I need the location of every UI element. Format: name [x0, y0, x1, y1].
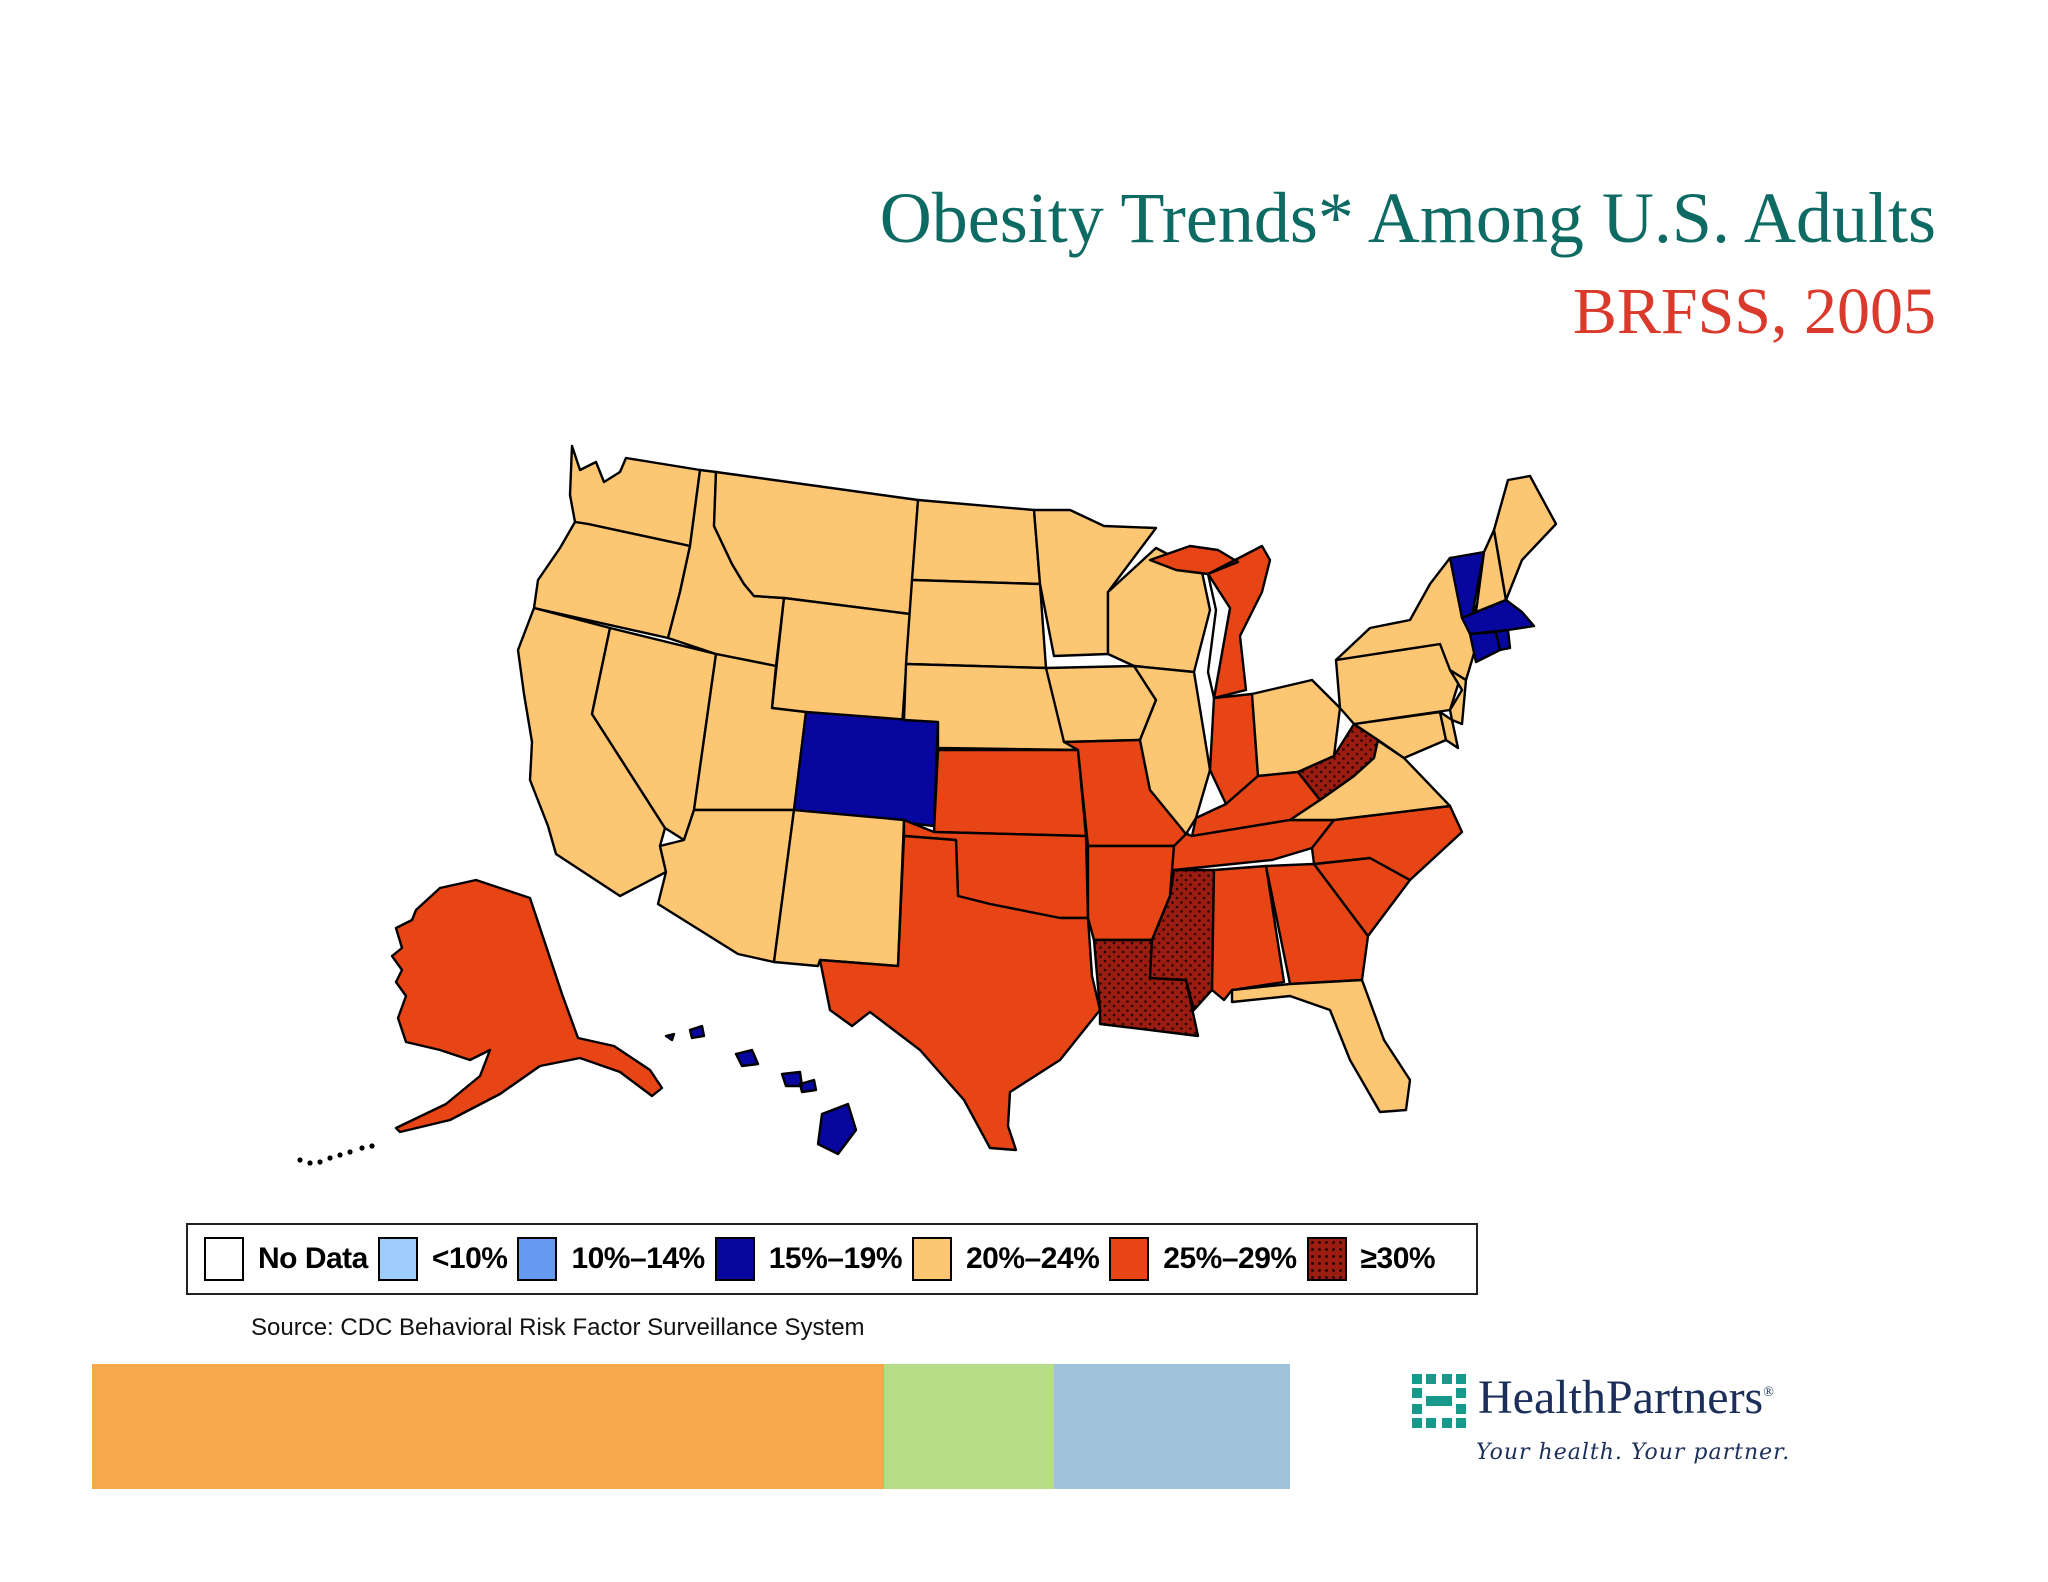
legend-item: ≥30% — [1306, 1237, 1436, 1281]
state-co — [792, 710, 940, 828]
state-ia — [1044, 664, 1158, 744]
legend-label: 20%–24% — [966, 1242, 1100, 1275]
state-tx — [818, 834, 1102, 1152]
state-wy — [770, 596, 912, 728]
legend-label: No Data — [258, 1242, 368, 1275]
legend-swatch — [912, 1237, 952, 1281]
footer-bar-blue — [1054, 1364, 1290, 1489]
aleutian-island — [297, 1157, 303, 1163]
aleutian-island — [347, 1149, 353, 1155]
state-fl — [1230, 978, 1412, 1114]
legend-swatch — [377, 1237, 418, 1281]
lake-michigan — [1206, 572, 1232, 700]
state-de — [1438, 710, 1460, 750]
state-me — [1492, 474, 1558, 602]
state-ga — [1264, 862, 1370, 986]
state-wa — [568, 444, 702, 548]
aleutian-island — [307, 1160, 313, 1166]
legend-label: <10% — [431, 1242, 508, 1275]
aleutian-island — [369, 1143, 375, 1149]
legend-label: 25%–29% — [1163, 1242, 1297, 1275]
aleutian-island — [359, 1145, 365, 1151]
state-nm — [772, 808, 906, 968]
title-block: Obesity Trends* Among U.S. Adults BRFSS,… — [880, 170, 1936, 358]
aleutian-island — [327, 1155, 333, 1161]
footer-bar-orange — [92, 1364, 884, 1489]
state-sd — [904, 578, 1048, 670]
source-note: Source: CDC Behavioral Risk Factor Surve… — [251, 1314, 865, 1341]
legend-item: No Data — [204, 1237, 368, 1281]
legend-swatch — [1109, 1237, 1150, 1281]
legend-item: 20%–24% — [912, 1237, 1100, 1281]
healthpartners-logo-mark-icon — [1412, 1374, 1466, 1428]
state-wi — [1106, 546, 1212, 674]
logo-wordmark: HealthPartners® — [1478, 1371, 1774, 1424]
legend-swatch — [714, 1237, 755, 1281]
legend-item: 10%–14% — [517, 1237, 705, 1281]
legend-label: 10%–14% — [571, 1242, 705, 1275]
legend-item: 15%–19% — [714, 1237, 903, 1281]
legend-swatch — [204, 1237, 244, 1281]
legend-swatch — [517, 1237, 558, 1281]
legend-item: 25%–29% — [1109, 1237, 1297, 1281]
healthpartners-logo: HealthPartners® Your health. Your partne… — [1412, 1370, 1832, 1480]
page-title: Obesity Trends* Among U.S. Adults — [879, 178, 1936, 258]
page-subtitle: BRFSS, 2005 — [1572, 275, 1936, 348]
state-ct — [1468, 630, 1502, 664]
state-ks — [932, 748, 1088, 838]
legend-item: <10% — [377, 1237, 508, 1281]
aleutian-island — [317, 1159, 323, 1165]
state-nd — [910, 498, 1042, 586]
legend-swatch — [1306, 1237, 1347, 1281]
logo-tagline: Your health. Your partner. — [1476, 1440, 1791, 1465]
state-tn — [1168, 818, 1336, 898]
state-ak — [390, 878, 664, 1134]
state-ri — [1494, 628, 1512, 652]
legend-label: ≥30% — [1360, 1242, 1436, 1275]
footer-bar-green — [884, 1364, 1054, 1489]
map-legend: No Data <10% 10%–14% 15%–19% 20%–24% 25%–29% ≥… — [186, 1223, 1478, 1295]
aleutian-island — [337, 1152, 343, 1158]
state-hi — [664, 1024, 858, 1156]
legend-label: 15%–19% — [768, 1242, 903, 1275]
